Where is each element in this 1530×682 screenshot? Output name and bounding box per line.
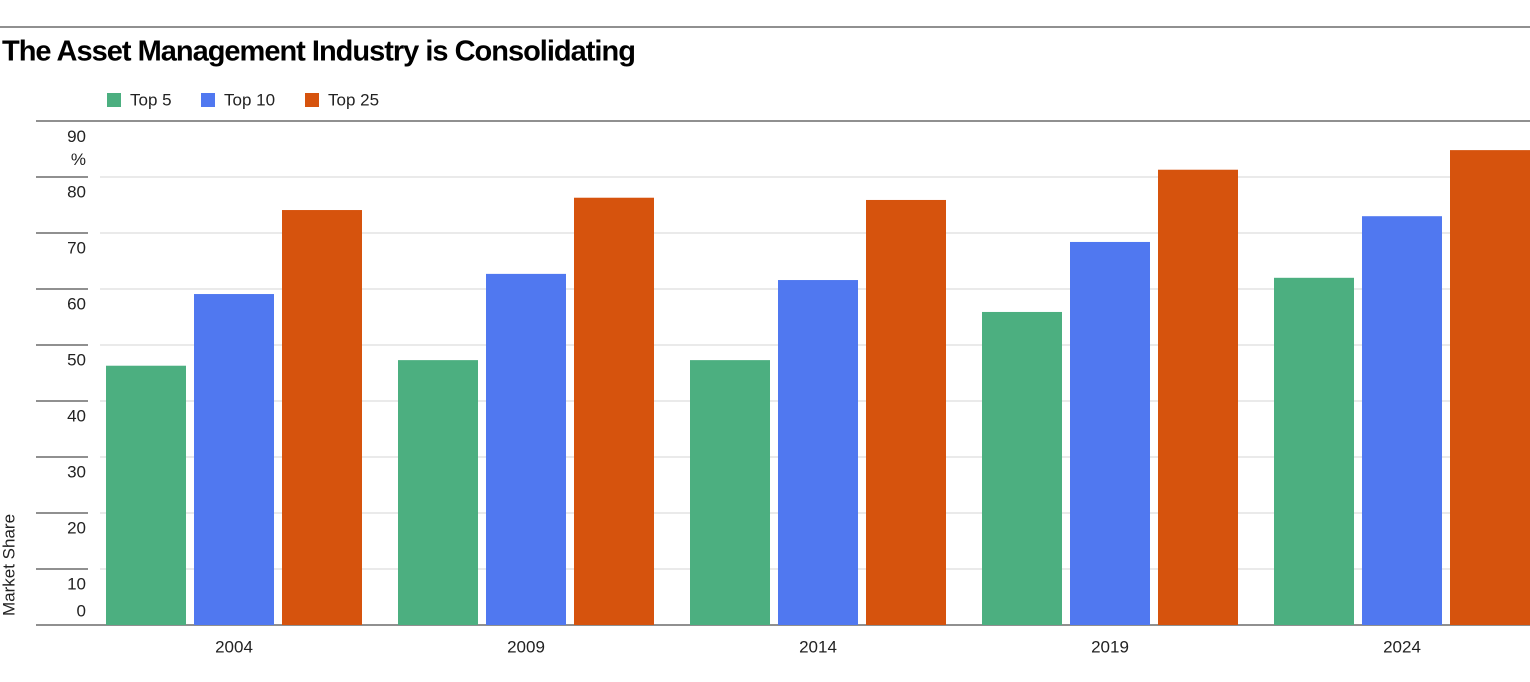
bar — [282, 210, 362, 626]
bar — [1362, 216, 1442, 625]
y-tick-label: 10 — [67, 574, 86, 593]
y-tick-label: 70 — [67, 238, 86, 257]
x-tick-label: 2019 — [1091, 637, 1129, 656]
x-tick-label: 2024 — [1383, 637, 1421, 656]
bar — [1274, 277, 1354, 625]
bar — [398, 360, 478, 625]
bar — [1158, 169, 1238, 625]
legend-label: Top 25 — [328, 90, 379, 109]
y-tick-label: 80 — [67, 182, 86, 201]
bar — [690, 360, 770, 625]
legend-label: Top 10 — [224, 90, 275, 109]
y-tick-label: 60 — [67, 294, 86, 313]
y-tick-label: 50 — [67, 350, 86, 369]
x-tick-label: 2014 — [799, 637, 837, 656]
bar — [574, 197, 654, 625]
y-tick-label: 90 % — [67, 127, 86, 169]
bar — [194, 294, 274, 625]
y-tick-label: 40 — [67, 406, 86, 425]
bar — [1070, 241, 1150, 625]
legend-swatch — [201, 93, 215, 107]
x-tick-label: 2009 — [507, 637, 545, 656]
legend-label: Top 5 — [130, 90, 172, 109]
y-tick-label: 30 — [67, 462, 86, 481]
bar — [778, 280, 858, 625]
legend-swatch — [107, 93, 121, 107]
bar — [982, 311, 1062, 625]
bar — [1450, 150, 1530, 625]
x-tick-label: 2004 — [215, 637, 253, 656]
bar — [486, 273, 566, 625]
chart-title: The Asset Management Industry is Consoli… — [2, 36, 635, 68]
bar — [106, 365, 186, 625]
bar — [866, 199, 946, 625]
legend-swatch — [305, 93, 319, 107]
y-tick-label: 0 — [77, 601, 86, 620]
y-axis-label: Market Share — [0, 514, 18, 616]
y-tick-label: 20 — [67, 518, 86, 537]
